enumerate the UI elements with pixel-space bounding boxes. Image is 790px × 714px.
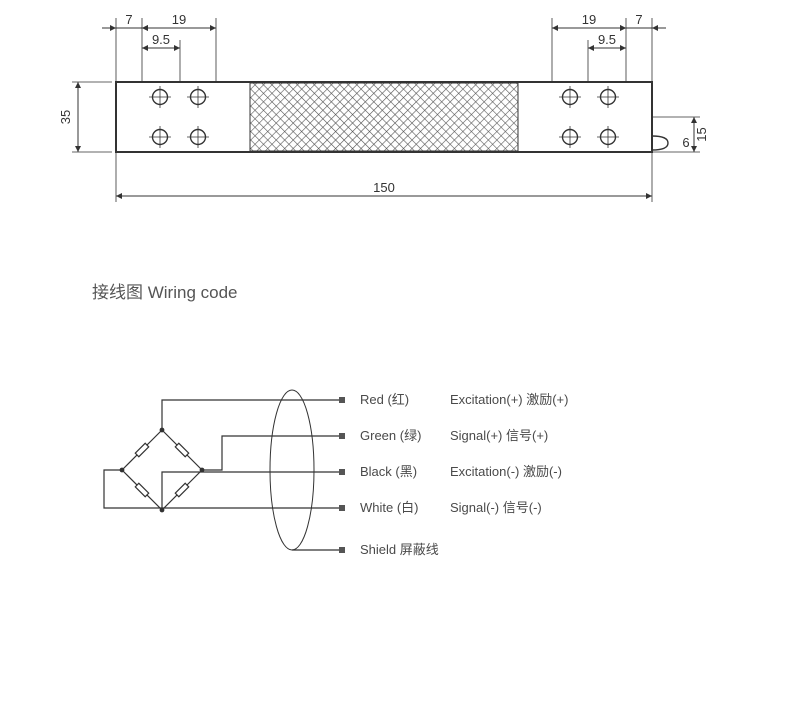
svg-text:7: 7 [635,12,642,27]
svg-text:6: 6 [682,135,689,150]
svg-text:Red (红): Red (红) [360,392,409,407]
svg-text:150: 150 [373,180,395,195]
svg-text:White (白): White (白) [360,500,419,515]
svg-text:Green (绿): Green (绿) [360,428,421,443]
svg-text:9.5: 9.5 [152,32,170,47]
svg-text:Signal(-) 信号(-): Signal(-) 信号(-) [450,500,542,515]
svg-text:Black (黑): Black (黑) [360,464,417,479]
svg-text:15: 15 [694,127,709,141]
svg-text:19: 19 [172,12,186,27]
svg-text:Excitation(+) 激励(+): Excitation(+) 激励(+) [450,392,568,407]
svg-text:Shield 屏蔽线: Shield 屏蔽线 [360,542,439,557]
wiring-code-diagram: Red (红) Excitation(+) 激励(+) Green (绿) Signa… [0,330,790,710]
svg-text:9.5: 9.5 [598,32,616,47]
svg-text:35: 35 [58,110,73,124]
svg-text:7: 7 [125,12,132,27]
svg-text:Excitation(-) 激励(-): Excitation(-) 激励(-) [450,464,562,479]
svg-text:Signal(+) 信号(+): Signal(+) 信号(+) [450,428,548,443]
svg-text:19: 19 [582,12,596,27]
wiring-heading: 接线图 Wiring code [92,278,237,303]
load-cell-dimension-drawing: 67199.51979.53515150 [0,0,790,220]
